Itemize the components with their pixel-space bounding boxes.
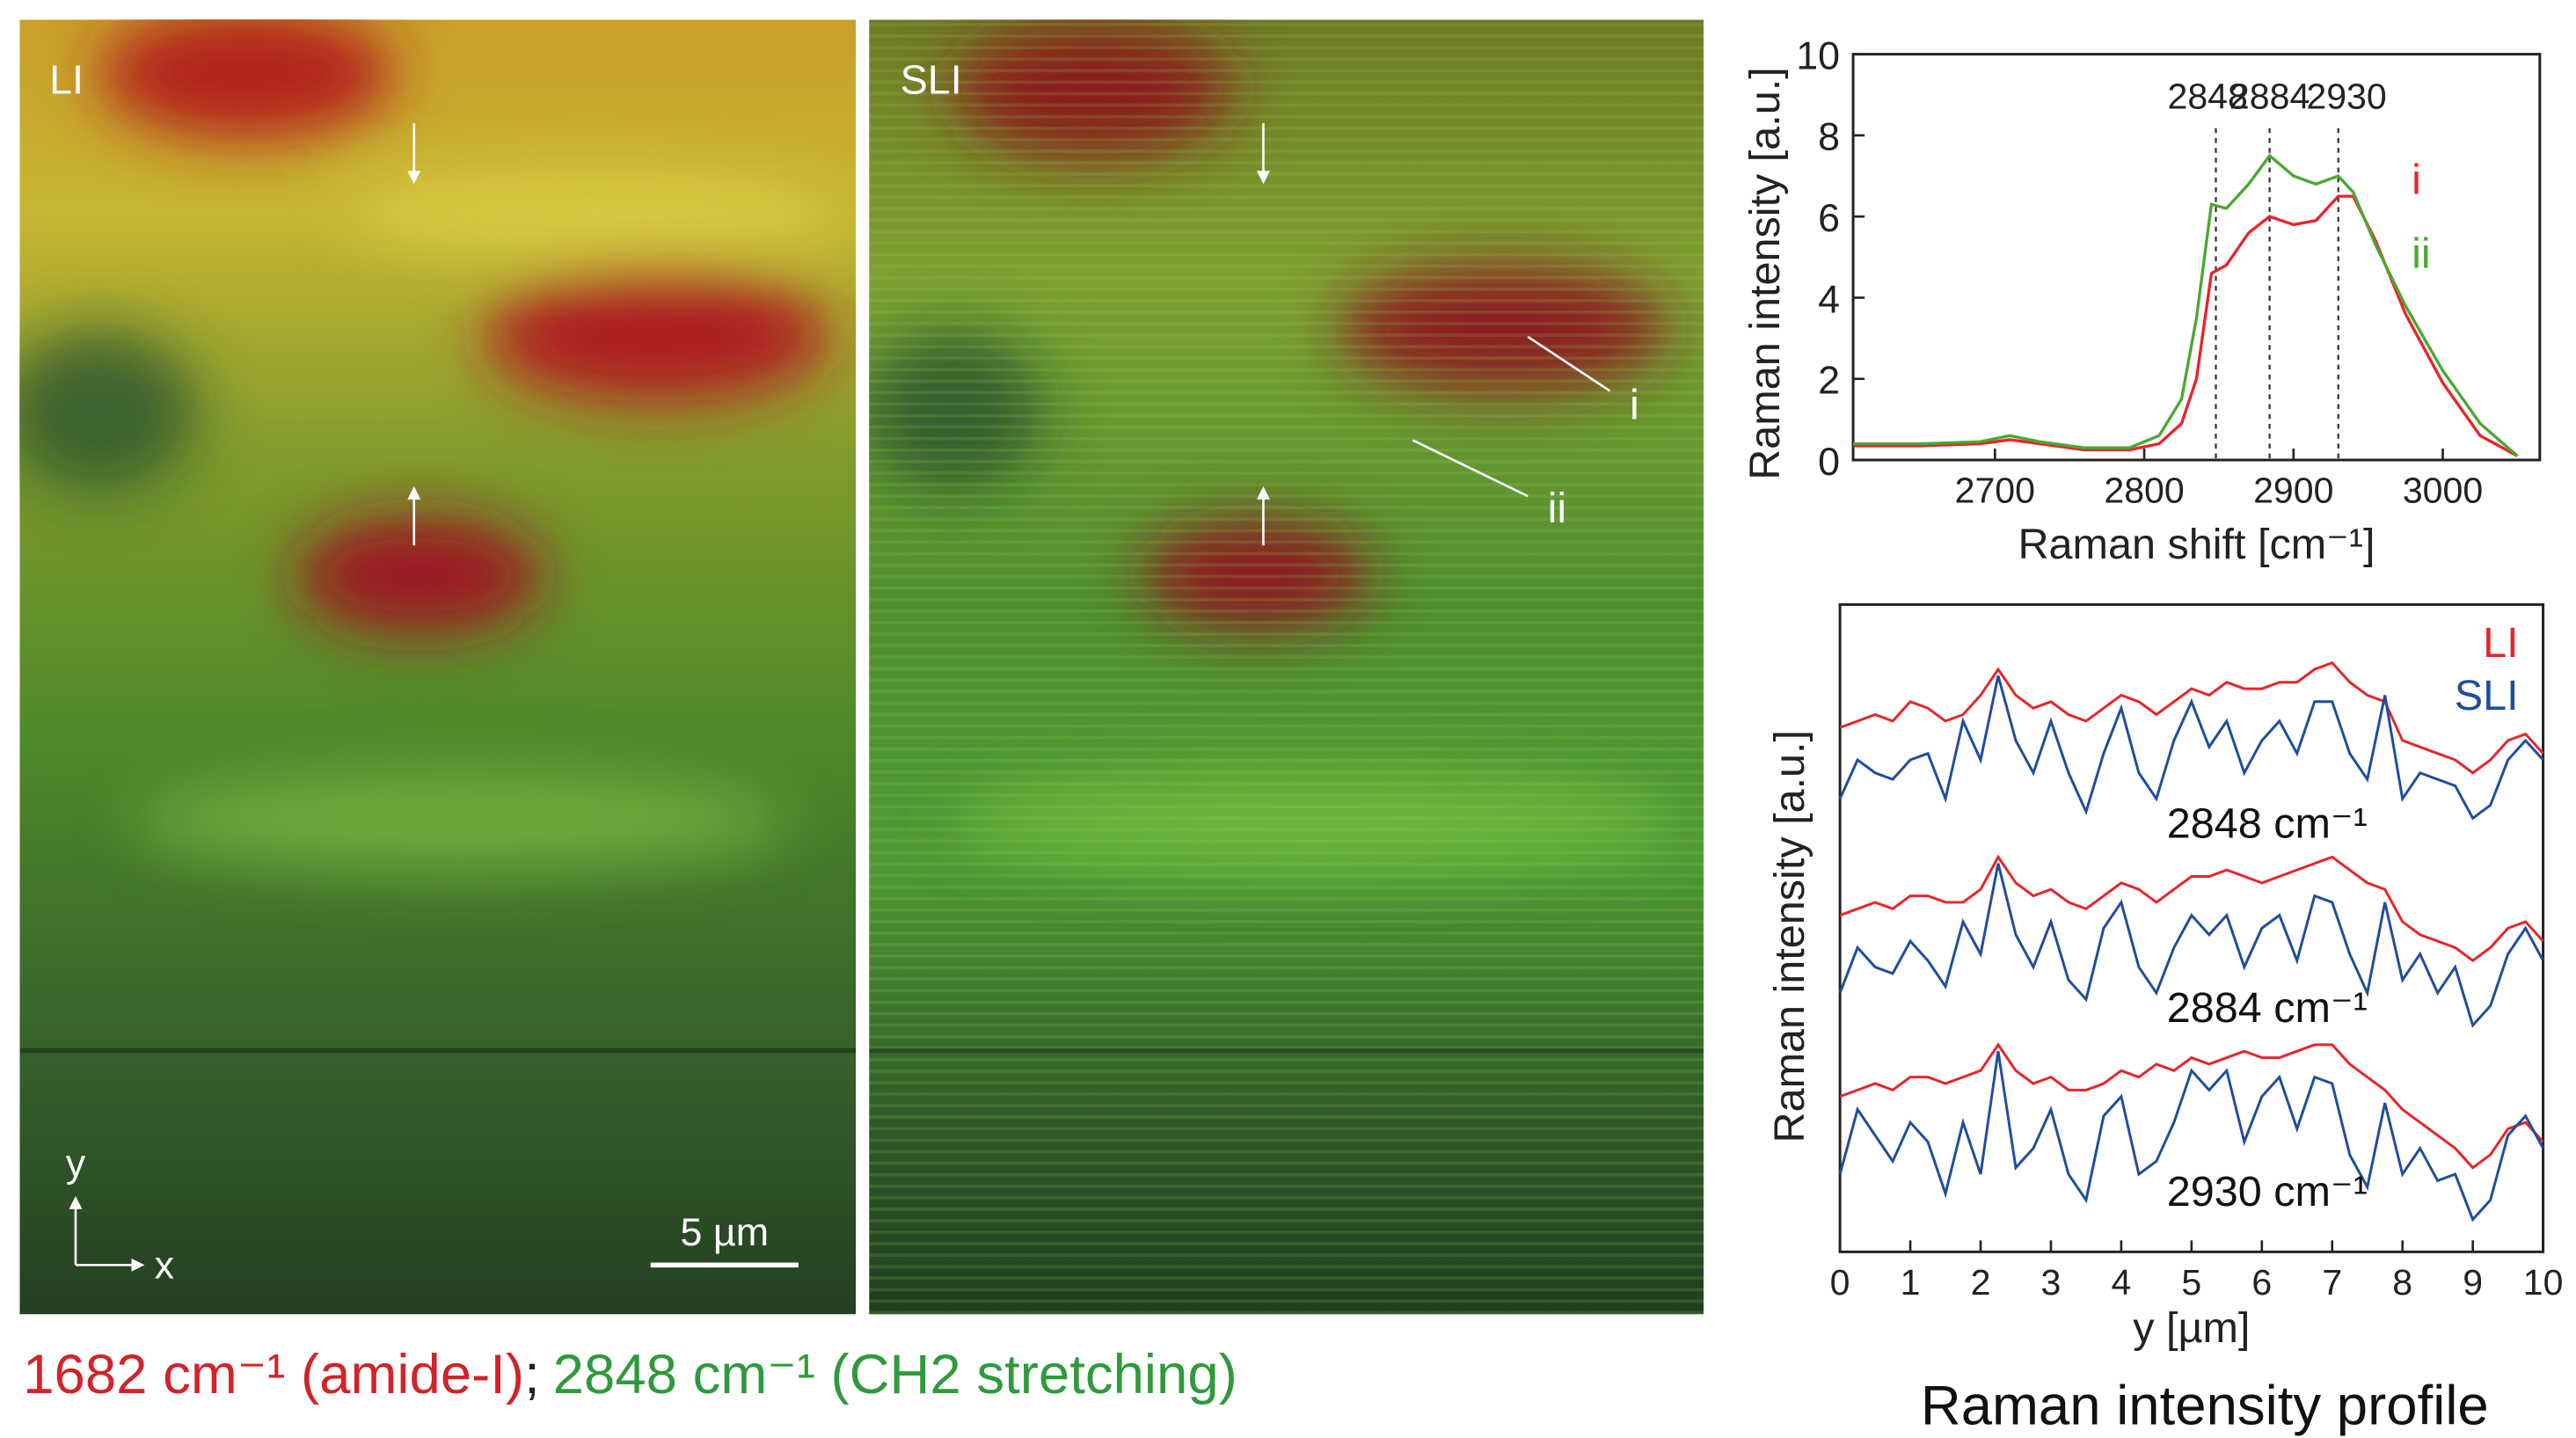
series-line [1853,153,2519,457]
scale-bar-label: 5 µm [681,1209,770,1254]
legend-entry: SLI [2455,672,2519,719]
caption-part: 2848 cm⁻¹ (CH2 stretching) [553,1344,1237,1405]
legend-entry: LI [2483,619,2519,667]
legend-entry: ii [2412,230,2431,277]
y-axis-label: Raman intensity [a.u.] [1741,67,1789,480]
marker-label: i [1630,381,1639,428]
x-tick-label: 7 [2322,1262,2342,1303]
y-tick-label: 6 [1818,195,1840,240]
caption: 1682 cm⁻¹ (amide-I); 2848 cm⁻¹ (CH2 stret… [23,1344,1237,1405]
profile-label: 2848 cm⁻¹ [2167,800,2368,848]
peak-label: 2848 [2167,76,2247,116]
image-annotations [69,123,1611,1272]
image-sli [869,19,1704,1315]
x-tick-label: 4 [2111,1262,2131,1303]
axis-label: y [66,1140,86,1185]
plot-frame [1851,53,2542,462]
profile-line [1838,863,2544,1028]
x-tick-label: 2700 [1955,471,2035,511]
x-axis-label: Raman shift [cm⁻¹] [2018,521,2375,568]
x-axis-label: y [µm] [2133,1304,2250,1352]
profile-line [1839,854,2544,963]
y-tick-label: 2 [1818,358,1840,403]
y-tick-label: 0 [1818,439,1840,484]
x-tick-label: 2800 [2104,471,2184,511]
profile-line [1839,1042,2544,1170]
peak-label: 2884 [2229,76,2310,116]
y-tick-label: 4 [1818,276,1840,321]
x-tick-label: 1 [1901,1262,1921,1303]
peak-label: 2930 [2306,76,2386,116]
x-tick-label: 0 [1830,1262,1850,1303]
marker-label: ii [1548,485,1567,532]
y-tick-label: 10 [1796,33,1840,77]
caption-part: 1682 cm⁻¹ (amide-I) [23,1344,524,1405]
profile-line [1838,675,2544,821]
image-li [19,19,857,1315]
y-axis-label: Raman intensity [a.u.] [1766,730,1813,1143]
x-tick-label: 9 [2463,1262,2483,1303]
caption-part: ; [524,1344,540,1405]
axis-label: x [155,1242,174,1287]
profile-line [1838,1050,2544,1223]
profile-label: 2930 cm⁻¹ [2167,1168,2368,1215]
image-label: SLI [901,56,962,102]
legend-entry: i [2412,156,2421,203]
image-label: LI [49,56,84,102]
x-tick-label: 2 [1971,1262,1991,1303]
profile-line [1839,661,2544,775]
x-tick-label: 10 [2523,1262,2564,1303]
x-tick-label: 6 [2251,1262,2272,1303]
x-tick-label: 3000 [2403,471,2483,511]
x-tick-label: 2900 [2253,471,2333,511]
chart-title: Raman intensity profile [1921,1375,2489,1436]
profile-label: 2884 cm⁻¹ [2167,984,2368,1032]
x-tick-label: 8 [2392,1262,2412,1303]
y-tick-label: 8 [1818,114,1840,159]
x-tick-label: 5 [2181,1262,2201,1303]
x-tick-label: 3 [2041,1262,2062,1303]
